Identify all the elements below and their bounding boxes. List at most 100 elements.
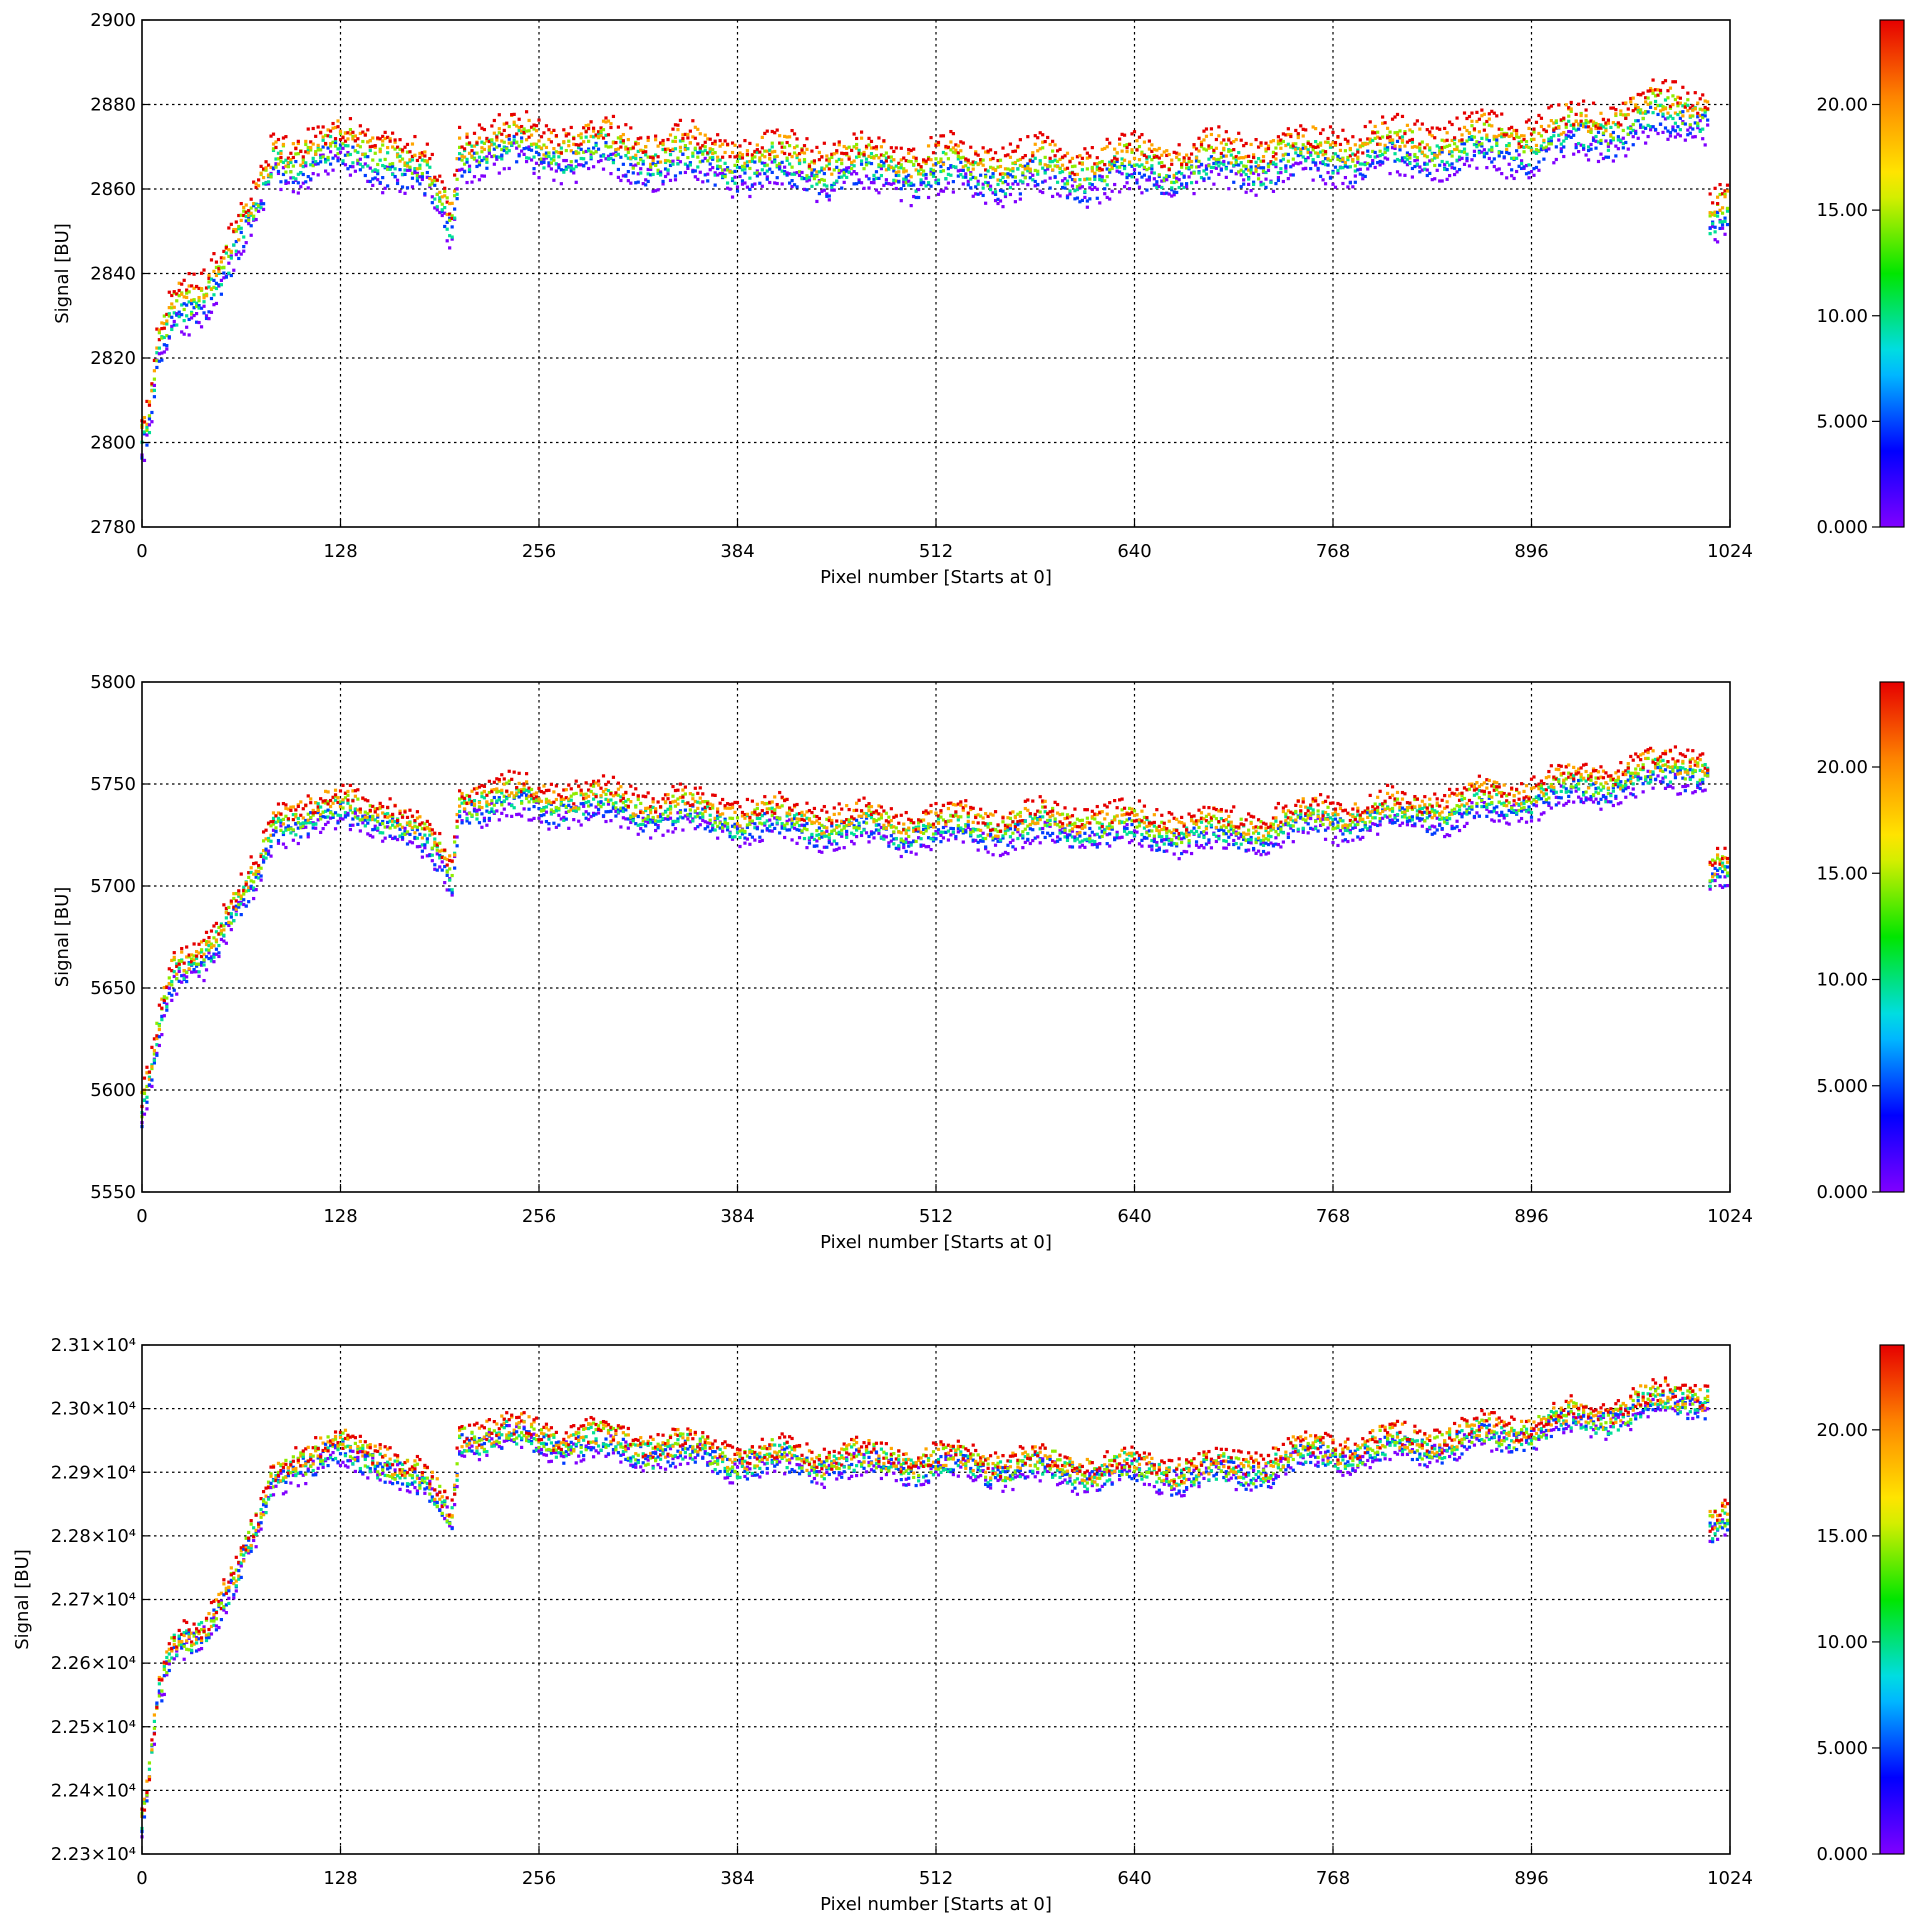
data-point (266, 173, 271, 177)
data-point (167, 976, 171, 980)
data-point (522, 790, 526, 795)
data-point (574, 164, 578, 169)
data-point (343, 796, 348, 800)
data-point (1036, 149, 1040, 153)
data-point (783, 145, 787, 149)
data-point (1510, 125, 1514, 129)
data-point (448, 201, 452, 206)
data-point (815, 170, 819, 174)
data-point (611, 158, 616, 162)
data-point (1395, 139, 1400, 144)
data-point (458, 145, 462, 149)
data-point (1470, 134, 1474, 139)
data-point (1321, 161, 1325, 166)
data-point (311, 172, 315, 176)
data-point (232, 919, 236, 923)
data-point (1011, 169, 1015, 173)
data-point (969, 145, 973, 149)
data-point (386, 815, 390, 819)
data-point (199, 287, 204, 291)
data-point (1244, 190, 1248, 194)
data-point (671, 147, 675, 151)
data-point (1723, 216, 1727, 220)
data-point (723, 139, 727, 143)
data-point (202, 952, 206, 956)
data-point (1688, 114, 1692, 118)
data-point (227, 912, 231, 916)
data-point (852, 145, 856, 149)
data-point (542, 791, 546, 795)
data-point (1562, 116, 1566, 120)
data-point (1115, 165, 1119, 169)
data-point (1361, 162, 1365, 166)
data-point (718, 144, 722, 148)
data-point (817, 170, 821, 174)
data-point (760, 168, 764, 172)
data-point (376, 828, 380, 832)
data-point (1572, 133, 1576, 137)
data-point (1341, 128, 1345, 132)
data-point (673, 147, 678, 151)
data-point (450, 201, 454, 205)
data-point (646, 167, 650, 172)
data-point (368, 815, 372, 819)
data-point (497, 818, 501, 822)
data-point (326, 790, 330, 794)
y-tick-label: 2820 (90, 348, 136, 369)
data-point (212, 278, 216, 283)
data-point (954, 143, 958, 147)
data-point (1378, 154, 1382, 158)
data-point (172, 951, 176, 955)
data-point (596, 147, 601, 151)
data-point (311, 126, 315, 131)
data-point (1574, 146, 1578, 150)
data-point (1137, 185, 1142, 189)
data-point (1537, 160, 1541, 164)
data-point (636, 172, 640, 176)
data-point (1261, 182, 1266, 186)
data-point (1485, 137, 1489, 141)
data-point (835, 179, 839, 183)
data-point (296, 139, 300, 143)
data-point (552, 155, 556, 159)
scatter-points (140, 78, 1730, 463)
data-point (371, 828, 375, 832)
data-point (1462, 142, 1467, 146)
data-point (1579, 113, 1583, 118)
data-point (909, 175, 913, 179)
data-point (1631, 143, 1635, 147)
data-point (921, 160, 926, 164)
data-point (1606, 155, 1611, 159)
data-point (1703, 114, 1707, 118)
data-point (1055, 159, 1060, 163)
data-point (1279, 171, 1283, 175)
data-point (180, 974, 184, 978)
data-point (266, 836, 271, 841)
data-point (1232, 156, 1236, 160)
data-point (1075, 155, 1080, 159)
data-point (1021, 164, 1025, 169)
data-point (276, 151, 281, 155)
data-point (587, 126, 591, 131)
data-point (579, 790, 583, 794)
data-point (892, 181, 896, 185)
data-point (837, 168, 841, 173)
data-point (410, 142, 415, 146)
data-point (170, 327, 174, 332)
data-point (393, 836, 397, 840)
data-point (192, 313, 196, 318)
data-point (1269, 160, 1273, 164)
data-point (470, 180, 474, 184)
data-point (1584, 108, 1588, 112)
data-point (1505, 176, 1509, 180)
data-point (946, 145, 951, 150)
data-point (1711, 201, 1715, 205)
data-point (1599, 138, 1603, 143)
data-point (1420, 168, 1424, 172)
data-point (939, 157, 943, 161)
data-point (1254, 137, 1258, 142)
data-point (252, 888, 256, 892)
data-point (634, 153, 638, 157)
data-point (237, 892, 241, 896)
data-point (170, 302, 174, 306)
